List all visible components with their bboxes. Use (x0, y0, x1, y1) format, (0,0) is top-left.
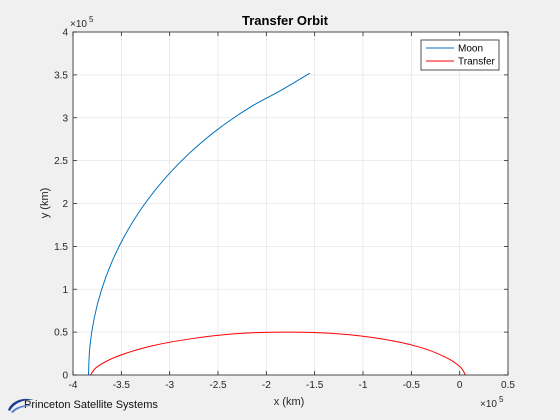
x-tick-label: -1 (359, 380, 368, 391)
series-layer (87, 72, 466, 376)
y-tick-label: 1.5 (54, 242, 68, 253)
x-tick-label: 0.5 (501, 380, 515, 391)
y-tick-label: 3 (62, 113, 68, 124)
series-line-transfer (89, 331, 466, 376)
x-exponent-label: ×10 5 (480, 395, 504, 410)
y-tick-label: 2.5 (54, 156, 68, 167)
x-tick-label: -3.5 (113, 380, 131, 391)
x-tick-label: 0 (457, 380, 463, 391)
x-tick-label: -2.5 (209, 380, 227, 391)
x-exponent-power: 5 (499, 395, 504, 404)
y-exponent-base: ×10 (70, 19, 87, 30)
y-tick-label: 0.5 (54, 328, 68, 339)
y-exponent-label: ×10 5 (70, 15, 94, 30)
x-tick-label: -0.5 (403, 380, 421, 391)
legend-box (420, 39, 500, 71)
tick-labels: -4 -3.5 -3 -2.5 -2 -1.5 -1 -0.5 0 0.5 0 0.5 1 1.5 2 2.5… (54, 28, 515, 392)
x-tick-label: -3 (165, 380, 174, 391)
x-tick-label: -4 (69, 380, 78, 391)
tick-marks (72, 31, 509, 376)
x-tick-label: -1.5 (306, 380, 324, 391)
y-tick-label: 1 (62, 285, 68, 296)
brand-logo-icon (8, 398, 34, 413)
y-axis-label: y (km) (39, 188, 51, 219)
y-tick-label: 4 (62, 28, 68, 39)
y-tick-label: 2 (62, 199, 68, 210)
legend: Moon Transfer (420, 39, 500, 71)
brand-footer: Princeton Satellite Systems (6, 394, 158, 416)
y-exponent-power: 5 (89, 15, 94, 24)
y-tick-label: 3.5 (54, 70, 68, 81)
y-tick-label: 0 (62, 371, 68, 382)
x-exponent-base: ×10 (480, 399, 497, 410)
brand-name: Princeton Satellite Systems (24, 399, 158, 411)
x-tick-label: -2 (262, 380, 271, 391)
legend-label-transfer: Transfer (458, 57, 496, 68)
series-line-moon (87, 72, 311, 376)
x-axis-label: x (km) (274, 396, 305, 408)
legend-label-moon: Moon (458, 44, 483, 55)
chart-title: Transfer Orbit (242, 13, 329, 28)
